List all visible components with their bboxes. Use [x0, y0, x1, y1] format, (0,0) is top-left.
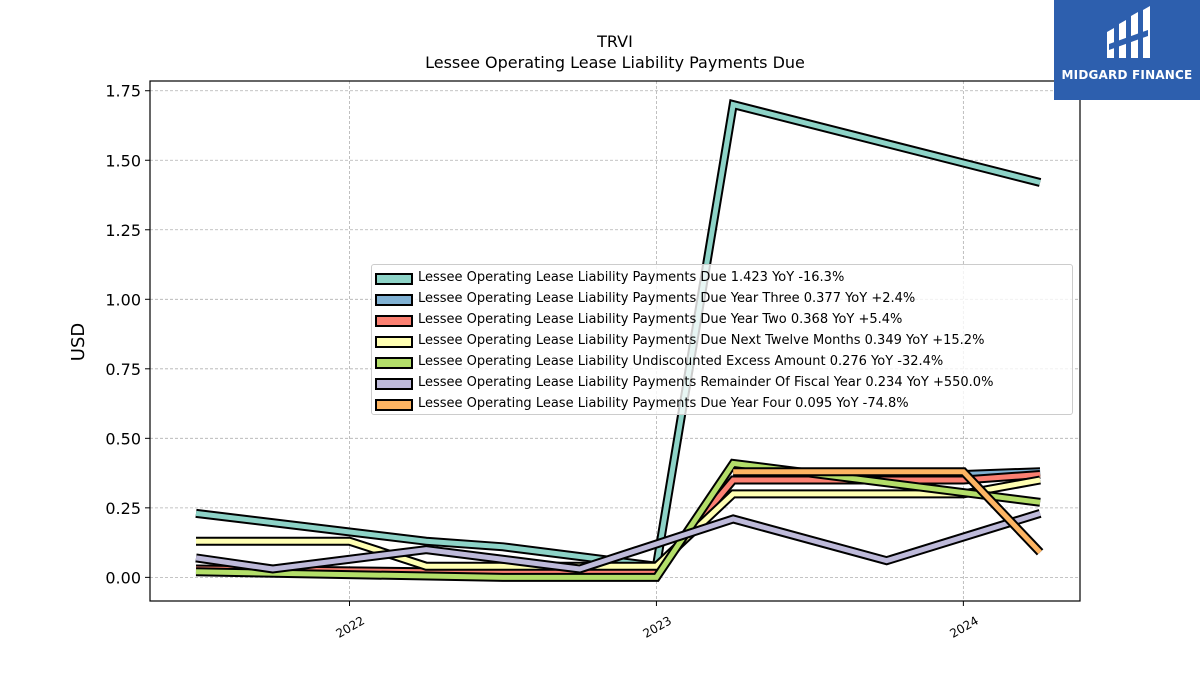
- legend-swatch: [375, 378, 413, 390]
- y-tick-label: 0.00: [105, 568, 141, 587]
- brand-logo: MIDGARD FINANCE: [1054, 0, 1200, 100]
- legend-swatch: [375, 336, 413, 348]
- x-tick-label: 2024: [947, 613, 980, 640]
- legend-swatch: [375, 294, 413, 306]
- axes: 0.00 0.25 0.50 0.75 1.00 1.25 1.50 1.75 2022 2023…: [105, 80, 1081, 641]
- plot-frame: [149, 80, 1081, 602]
- series-line-6: [733, 469, 1042, 555]
- x-tick-label: 2023: [640, 613, 673, 640]
- chart-title: TRVI: [596, 32, 633, 51]
- legend-label: Lessee Operating Lease Liability Payment…: [418, 291, 916, 306]
- logo-mark-icon: [1107, 6, 1150, 58]
- y-tick-label: 1.75: [105, 82, 141, 101]
- x-tick-label: 2022: [334, 613, 367, 640]
- y-tick-label: 0.50: [105, 429, 141, 448]
- chart-legend: Lessee Operating Lease Liability Payment…: [371, 264, 1073, 415]
- legend-label: Lessee Operating Lease Liability Payment…: [418, 333, 985, 348]
- y-tick-label: 0.75: [105, 360, 141, 379]
- series-lines: [195, 99, 1044, 582]
- legend-label: Lessee Operating Lease Liability Payment…: [418, 396, 909, 411]
- legend-label: Lessee Operating Lease Liability Payment…: [418, 270, 845, 285]
- series-line-0: [195, 101, 1041, 569]
- y-axis-label: USD: [68, 323, 89, 361]
- legend-label: Lessee Operating Lease Liability Undisco…: [418, 354, 944, 369]
- legend-swatch: [375, 273, 413, 285]
- chart-subtitle: Lessee Operating Lease Liability Payment…: [425, 53, 805, 72]
- brand-name: MIDGARD FINANCE: [1061, 68, 1193, 82]
- y-tick-label: 1.25: [105, 221, 141, 240]
- legend-swatch: [375, 357, 413, 369]
- legend-label: Lessee Operating Lease Liability Payment…: [418, 312, 903, 327]
- series-line-4: [195, 460, 1041, 580]
- legend-swatch: [375, 315, 413, 327]
- series-line-5: [195, 511, 1041, 572]
- y-tick-label: 1.00: [105, 290, 141, 309]
- legend-label: Lessee Operating Lease Liability Payment…: [418, 375, 994, 390]
- y-tick-label: 0.25: [105, 499, 141, 518]
- y-tick-label: 1.50: [105, 151, 141, 170]
- legend-swatch: [375, 399, 413, 411]
